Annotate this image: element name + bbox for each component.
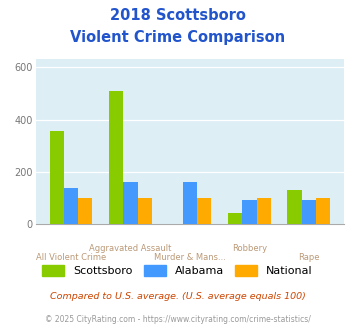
Text: All Violent Crime: All Violent Crime — [36, 253, 106, 262]
Text: Rape: Rape — [298, 253, 320, 262]
Bar — [138, 198, 152, 224]
Bar — [109, 91, 123, 224]
Text: Murder & Mans...: Murder & Mans... — [154, 253, 226, 262]
Bar — [123, 182, 138, 224]
Text: 2018 Scottsboro: 2018 Scottsboro — [110, 8, 245, 23]
Text: Compared to U.S. average. (U.S. average equals 100): Compared to U.S. average. (U.S. average … — [50, 292, 305, 301]
Legend: Scottsboro, Alabama, National: Scottsboro, Alabama, National — [42, 265, 313, 276]
Bar — [197, 198, 211, 224]
Bar — [50, 131, 64, 224]
Bar — [183, 182, 197, 224]
Text: Aggravated Assault: Aggravated Assault — [89, 244, 171, 253]
Text: Robbery: Robbery — [232, 244, 267, 253]
Bar — [242, 200, 257, 224]
Bar — [78, 198, 92, 224]
Bar — [257, 198, 271, 224]
Bar — [288, 190, 302, 224]
Text: © 2025 CityRating.com - https://www.cityrating.com/crime-statistics/: © 2025 CityRating.com - https://www.city… — [45, 315, 310, 324]
Bar — [316, 198, 330, 224]
Bar — [64, 188, 78, 224]
Bar — [302, 200, 316, 224]
Text: Violent Crime Comparison: Violent Crime Comparison — [70, 30, 285, 45]
Bar — [228, 214, 242, 224]
